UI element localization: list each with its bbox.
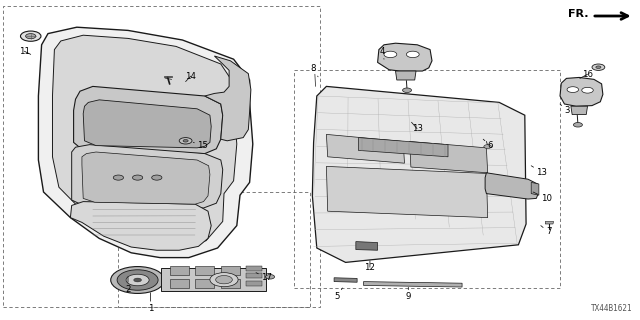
Text: 10: 10 [533, 192, 552, 203]
Polygon shape [571, 106, 588, 115]
Circle shape [20, 31, 41, 41]
Polygon shape [531, 182, 539, 195]
Circle shape [592, 64, 605, 70]
Polygon shape [205, 56, 251, 141]
Text: 4: 4 [380, 47, 385, 59]
Text: 5: 5 [335, 288, 342, 301]
Circle shape [403, 88, 412, 92]
Circle shape [266, 275, 275, 279]
Polygon shape [170, 266, 189, 275]
Text: 2: 2 [125, 277, 131, 294]
Polygon shape [74, 86, 223, 154]
Polygon shape [358, 138, 448, 157]
Circle shape [134, 278, 141, 282]
Polygon shape [170, 279, 189, 288]
Circle shape [152, 175, 162, 180]
Text: 6: 6 [483, 139, 493, 150]
Polygon shape [326, 166, 488, 218]
Text: 12: 12 [364, 261, 376, 272]
Polygon shape [396, 71, 416, 80]
Polygon shape [326, 134, 404, 163]
Text: 13: 13 [531, 166, 547, 177]
Text: 3: 3 [560, 104, 570, 115]
Text: 7: 7 [541, 226, 552, 236]
Polygon shape [312, 86, 526, 262]
Polygon shape [161, 268, 266, 291]
Polygon shape [52, 35, 237, 248]
Circle shape [216, 276, 232, 284]
Polygon shape [246, 273, 262, 278]
Circle shape [179, 138, 192, 144]
Text: 9: 9 [406, 287, 411, 301]
Bar [294, 70, 560, 288]
Polygon shape [38, 27, 253, 258]
Polygon shape [560, 77, 603, 106]
Polygon shape [221, 279, 240, 288]
Text: 1: 1 [148, 293, 153, 313]
Circle shape [406, 51, 419, 58]
Polygon shape [378, 43, 432, 71]
Circle shape [573, 123, 582, 127]
Polygon shape [545, 221, 554, 224]
Text: 13: 13 [412, 122, 422, 133]
Polygon shape [246, 281, 262, 286]
Circle shape [596, 66, 601, 68]
Polygon shape [195, 266, 214, 275]
Text: TX44B1621: TX44B1621 [591, 304, 632, 313]
Text: 17: 17 [256, 273, 272, 282]
Circle shape [26, 34, 36, 39]
Polygon shape [485, 173, 538, 199]
Polygon shape [83, 100, 211, 148]
Circle shape [484, 145, 492, 148]
Text: FR.: FR. [568, 9, 589, 19]
Circle shape [210, 273, 238, 287]
Bar [118, 192, 310, 307]
Circle shape [567, 87, 579, 92]
Polygon shape [72, 145, 223, 208]
Circle shape [126, 274, 149, 286]
Polygon shape [356, 242, 378, 250]
Polygon shape [82, 152, 210, 204]
Circle shape [582, 87, 593, 93]
Text: 11: 11 [19, 47, 31, 56]
Text: 16: 16 [580, 70, 593, 79]
Polygon shape [164, 76, 172, 77]
Text: 8: 8 [310, 64, 318, 77]
Circle shape [117, 270, 158, 290]
Circle shape [113, 175, 124, 180]
Polygon shape [410, 141, 488, 173]
Circle shape [183, 140, 188, 142]
Text: 15: 15 [193, 141, 208, 150]
Circle shape [384, 51, 397, 58]
Polygon shape [364, 282, 462, 287]
Polygon shape [221, 266, 240, 275]
Polygon shape [334, 278, 357, 282]
Circle shape [111, 267, 164, 293]
Circle shape [132, 175, 143, 180]
Text: 14: 14 [185, 72, 196, 82]
Bar [3, 6, 320, 307]
Polygon shape [70, 202, 211, 250]
Polygon shape [195, 279, 214, 288]
Polygon shape [246, 266, 262, 271]
